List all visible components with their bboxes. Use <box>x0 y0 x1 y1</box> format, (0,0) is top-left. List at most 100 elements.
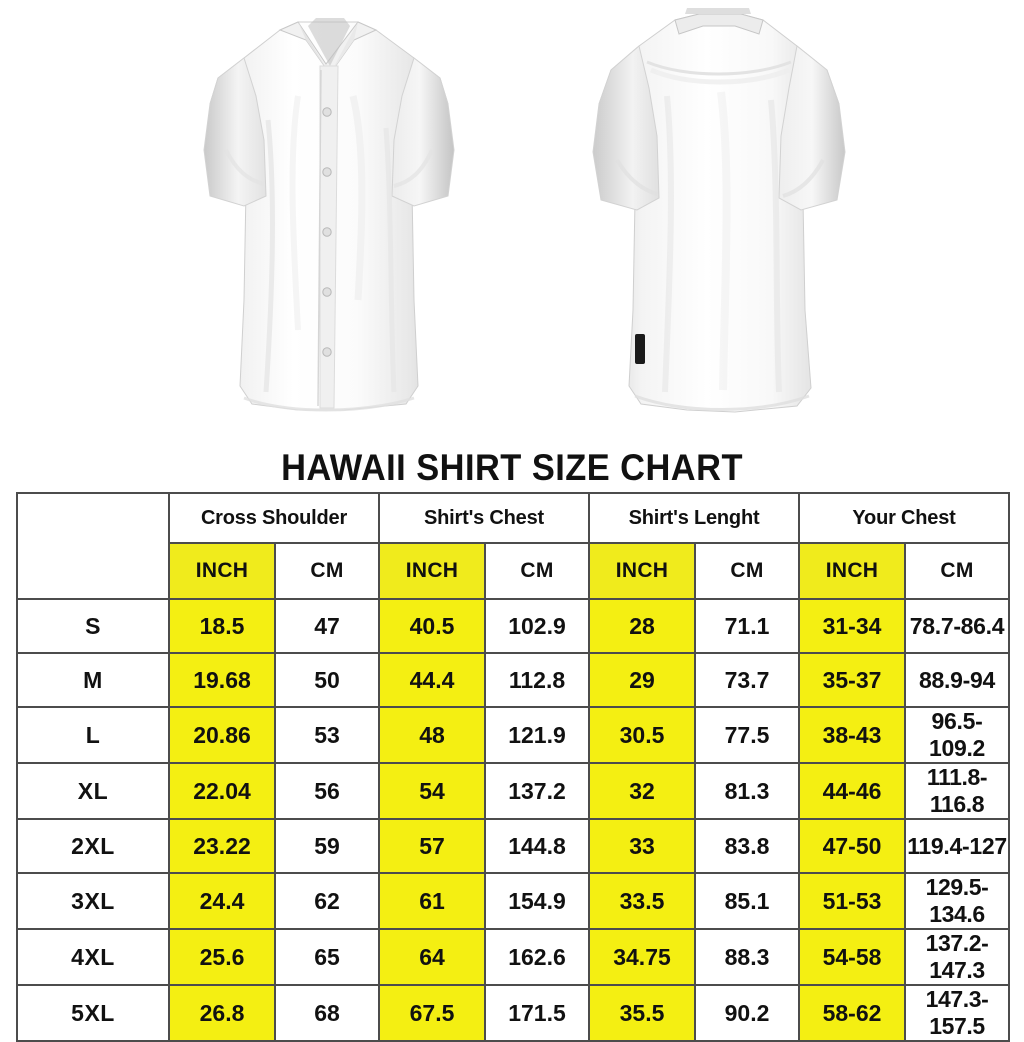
unit-header-your-chest-cm: CM <box>903 542 1011 600</box>
unit-header-length-cm: CM <box>694 542 800 600</box>
cell-your-chest-cm: 147.3-157.5 <box>903 984 1011 1042</box>
cell-chest-inch: 40.5 <box>378 598 486 654</box>
group-header-shirts-chest: Shirt's Chest <box>378 492 590 544</box>
cell-your-chest-cm: 88.9-94 <box>903 652 1011 708</box>
unit-header-chest-cm: CM <box>484 542 590 600</box>
cell-your-chest-cm: 137.2-147.3 <box>903 928 1011 986</box>
cell-your-chest-cm: 96.5-109.2 <box>903 706 1011 764</box>
table-row: M 19.68 50 44.4 112.8 29 73.7 35-37 88.9-94 <box>16 652 1011 708</box>
cell-chest-inch: 57 <box>378 818 486 874</box>
cell-chest-cm: 162.6 <box>484 928 590 986</box>
cell-chest-cm: 121.9 <box>484 706 590 764</box>
cell-chest-inch: 44.4 <box>378 652 486 708</box>
cell-your-chest-inch: 47-50 <box>798 818 906 874</box>
size-chart-table-container: Cross Shoulder Shirt's Chest Shirt's Len… <box>16 492 1011 1042</box>
cell-your-chest-cm: 119.4-127 <box>903 818 1011 874</box>
cell-cross-shoulder-inch: 19.68 <box>168 652 276 708</box>
cell-your-chest-inch: 51-53 <box>798 872 906 930</box>
cell-length-inch: 33.5 <box>588 872 696 930</box>
table-row: 5XL 26.8 68 67.5 171.5 35.5 90.2 58-62 147.3-157… <box>16 984 1011 1042</box>
table-row: 4XL 25.6 65 64 162.6 34.75 88.3 54-58 137.2-147.… <box>16 928 1011 986</box>
cell-cross-shoulder-cm: 50 <box>274 652 380 708</box>
cell-your-chest-cm: 111.8-116.8 <box>903 762 1011 820</box>
cell-chest-cm: 137.2 <box>484 762 590 820</box>
cell-your-chest-cm: 129.5-134.6 <box>903 872 1011 930</box>
size-label: L <box>16 706 170 764</box>
cell-your-chest-inch: 58-62 <box>798 984 906 1042</box>
cell-length-inch: 34.75 <box>588 928 696 986</box>
cell-length-inch: 32 <box>588 762 696 820</box>
cell-length-inch: 29 <box>588 652 696 708</box>
size-chart-table: Cross Shoulder Shirt's Chest Shirt's Len… <box>16 492 1011 1042</box>
size-label: XL <box>16 762 170 820</box>
cell-cross-shoulder-inch: 22.04 <box>168 762 276 820</box>
size-label: M <box>16 652 170 708</box>
corner-cell <box>16 492 170 600</box>
cell-length-cm: 81.3 <box>694 762 800 820</box>
cell-chest-cm: 112.8 <box>484 652 590 708</box>
cell-cross-shoulder-inch: 23.22 <box>168 818 276 874</box>
size-label: 3XL <box>16 872 170 930</box>
table-row: L 20.86 53 48 121.9 30.5 77.5 38-43 96.5-109.2 <box>16 706 1011 764</box>
size-label: 2XL <box>16 818 170 874</box>
cell-length-cm: 77.5 <box>694 706 800 764</box>
cell-cross-shoulder-cm: 65 <box>274 928 380 986</box>
table-row: 2XL 23.22 59 57 144.8 33 83.8 47-50 119.4-127 <box>16 818 1011 874</box>
shirt-back-view <box>535 0 895 440</box>
cell-your-chest-inch: 44-46 <box>798 762 906 820</box>
cell-length-inch: 35.5 <box>588 984 696 1042</box>
cell-chest-inch: 67.5 <box>378 984 486 1042</box>
cell-cross-shoulder-inch: 26.8 <box>168 984 276 1042</box>
table-row: S 18.5 47 40.5 102.9 28 71.1 31-34 78.7-86.4 <box>16 598 1011 654</box>
cell-length-cm: 73.7 <box>694 652 800 708</box>
cell-cross-shoulder-cm: 53 <box>274 706 380 764</box>
table-unit-header-row: INCH CM INCH CM INCH CM INCH CM <box>17 542 1011 600</box>
cell-cross-shoulder-cm: 68 <box>274 984 380 1042</box>
table-row: 3XL 24.4 62 61 154.9 33.5 85.1 51-53 129.5-134.6 <box>16 872 1011 930</box>
group-header-your-chest: Your Chest <box>797 492 1011 544</box>
cell-length-cm: 88.3 <box>694 928 800 986</box>
cell-cross-shoulder-inch: 18.5 <box>168 598 276 654</box>
group-header-cross-shoulder: Cross Shoulder <box>168 492 380 544</box>
cell-cross-shoulder-cm: 56 <box>274 762 380 820</box>
cell-cross-shoulder-inch: 25.6 <box>168 928 276 986</box>
unit-header-length-inch: INCH <box>588 542 696 600</box>
cell-chest-cm: 144.8 <box>484 818 590 874</box>
cell-length-cm: 71.1 <box>694 598 800 654</box>
cell-chest-inch: 64 <box>378 928 486 986</box>
cell-your-chest-inch: 31-34 <box>798 598 906 654</box>
cell-cross-shoulder-inch: 20.86 <box>168 706 276 764</box>
size-label: 5XL <box>16 984 170 1042</box>
size-label: S <box>16 598 170 654</box>
cell-cross-shoulder-inch: 24.4 <box>168 872 276 930</box>
cell-cross-shoulder-cm: 47 <box>274 598 380 654</box>
cell-length-inch: 30.5 <box>588 706 696 764</box>
cell-your-chest-inch: 54-58 <box>798 928 906 986</box>
table-row: XL 22.04 56 54 137.2 32 81.3 44-46 111.8-116.8 <box>16 762 1011 820</box>
page-title: HAWAII SHIRT SIZE CHART <box>281 447 743 488</box>
cell-chest-cm: 171.5 <box>484 984 590 1042</box>
cell-length-inch: 28 <box>588 598 696 654</box>
cell-cross-shoulder-cm: 59 <box>274 818 380 874</box>
table-group-header-row: Cross Shoulder Shirt's Chest Shirt's Len… <box>16 492 1011 600</box>
unit-header-your-chest-inch: INCH <box>798 542 906 600</box>
cell-chest-inch: 61 <box>378 872 486 930</box>
cell-chest-inch: 54 <box>378 762 486 820</box>
table-body: S 18.5 47 40.5 102.9 28 71.1 31-34 78.7-86.4 M 19.… <box>16 598 1011 1042</box>
cell-your-chest-inch: 38-43 <box>798 706 906 764</box>
group-header-shirts-length: Shirt's Lenght <box>588 492 800 544</box>
cell-chest-cm: 102.9 <box>484 598 590 654</box>
cell-length-cm: 85.1 <box>694 872 800 930</box>
product-image-strip <box>0 0 1024 445</box>
cell-chest-inch: 48 <box>378 706 486 764</box>
cell-length-cm: 90.2 <box>694 984 800 1042</box>
cell-length-cm: 83.8 <box>694 818 800 874</box>
cell-length-inch: 33 <box>588 818 696 874</box>
cell-cross-shoulder-cm: 62 <box>274 872 380 930</box>
cell-your-chest-inch: 35-37 <box>798 652 906 708</box>
cell-your-chest-cm: 78.7-86.4 <box>903 598 1011 654</box>
cell-chest-cm: 154.9 <box>484 872 590 930</box>
unit-header-chest-inch: INCH <box>378 542 486 600</box>
unit-header-cross-shoulder-inch: INCH <box>168 542 276 600</box>
shirt-front-view <box>148 0 508 440</box>
